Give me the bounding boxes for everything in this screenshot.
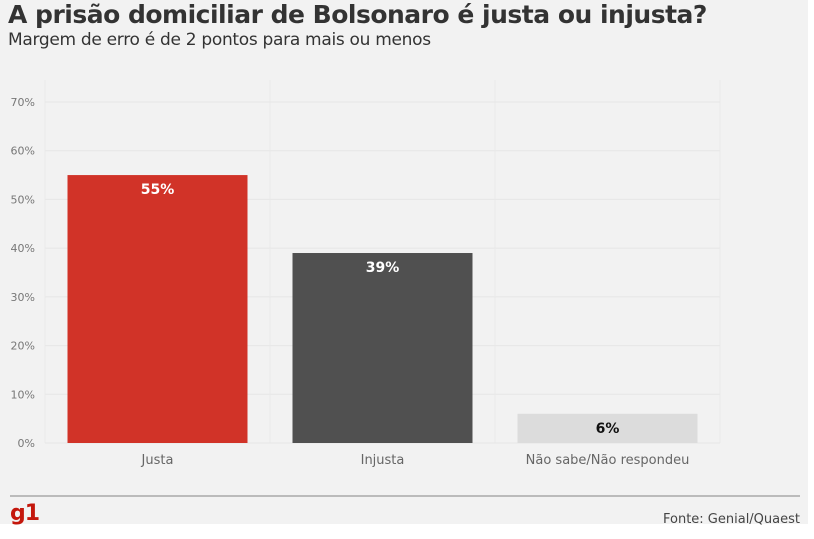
y-tick-label: 20% <box>11 340 35 353</box>
bar-1 <box>292 253 473 443</box>
x-tick-label: Injusta <box>361 453 405 468</box>
x-tick-label: Justa <box>141 453 174 468</box>
chart-subtitle: Margem de erro é de 2 pontos para mais o… <box>8 30 431 50</box>
bar-2 <box>517 413 698 443</box>
y-tick-label: 50% <box>11 193 35 206</box>
x-tick-label: Não sabe/Não respondeu <box>526 453 690 468</box>
g1-logo: g1 <box>10 501 40 526</box>
y-tick-label: 70% <box>11 96 35 109</box>
y-tick-label: 30% <box>11 291 35 304</box>
data-label: 55% <box>141 182 175 198</box>
footer-divider <box>10 495 800 497</box>
y-tick-label: 10% <box>11 388 35 401</box>
y-tick-label: 0% <box>18 437 35 450</box>
chart-title: A prisão domiciliar de Bolsonaro é justa… <box>8 0 707 29</box>
bar-chart: 0% 10% 20% 30% 40% 50% 60% 70% 55% Justa 39% Injust… <box>10 96 720 468</box>
data-label: 39% <box>366 260 400 276</box>
chart-card: A prisão domiciliar de Bolsonaro é justa… <box>0 0 808 527</box>
y-tick-label: 60% <box>11 145 35 158</box>
data-label: 6% <box>596 421 620 437</box>
y-tick-label: 40% <box>11 242 35 255</box>
source-note: Fonte: Genial/Quaest <box>662 512 800 527</box>
bar-0 <box>67 175 248 444</box>
